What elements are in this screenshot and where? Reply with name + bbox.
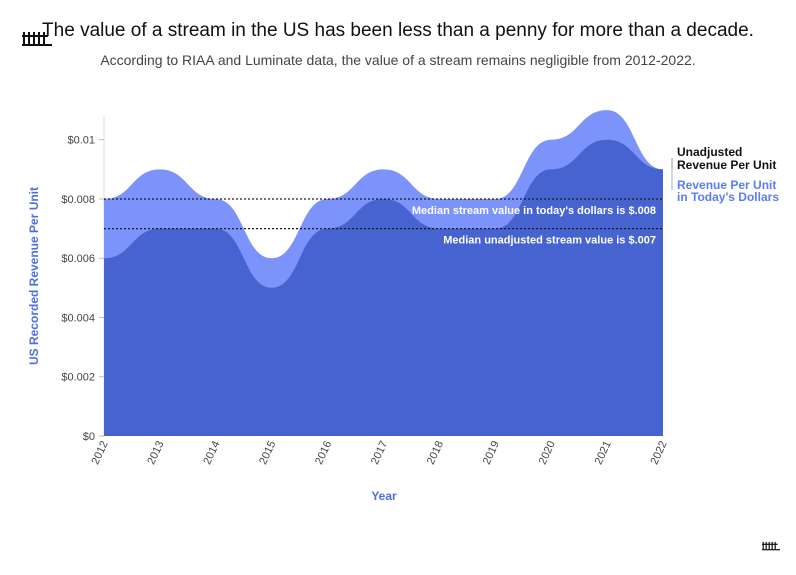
x-axis-title: Year: [371, 489, 397, 503]
site-logo-icon: [22, 32, 52, 46]
x-tick-label: 2020: [537, 439, 558, 466]
chart-subtitle: According to RIAA and Luminate data, the…: [100, 52, 696, 68]
legend-unadjusted-label: Unadjusted: [677, 145, 742, 159]
x-tick-label: 2022: [648, 439, 669, 466]
y-axis-title: US Recorded Revenue Per Unit: [27, 187, 41, 365]
legend-adjusted-label: in Today's Dollars: [677, 190, 779, 204]
y-tick-label: $0.01: [67, 135, 95, 147]
unadjusted-revenue-area: [104, 139, 663, 436]
footer-logo-icon: [762, 541, 780, 551]
median-label-1: Median stream value in today's dollars i…: [412, 205, 656, 217]
x-tick-label: 2021: [593, 439, 614, 466]
x-tick-label: 2013: [145, 439, 166, 466]
legend-unadjusted-label: Revenue Per Unit: [677, 158, 776, 172]
x-tick-label: 2017: [369, 439, 390, 466]
x-tick-label: 2015: [257, 439, 278, 466]
x-tick-label: 2018: [425, 439, 446, 466]
x-tick-label: 2016: [313, 439, 334, 466]
chart-title: The value of a stream in the US has been…: [42, 20, 754, 41]
x-tick-label: 2019: [481, 439, 502, 466]
y-tick-label: $0.008: [61, 194, 95, 206]
x-tick-label: 2012: [89, 439, 110, 466]
y-tick-label: $0: [83, 431, 95, 443]
median-label-2: Median unadjusted stream value is $.007: [443, 235, 656, 247]
y-tick-label: $0.002: [61, 372, 95, 384]
y-tick-label: $0.006: [61, 253, 95, 265]
legend-adjusted-label: Revenue Per Unit: [677, 178, 776, 192]
y-tick-label: $0.004: [61, 312, 95, 324]
x-tick-label: 2014: [201, 439, 222, 466]
